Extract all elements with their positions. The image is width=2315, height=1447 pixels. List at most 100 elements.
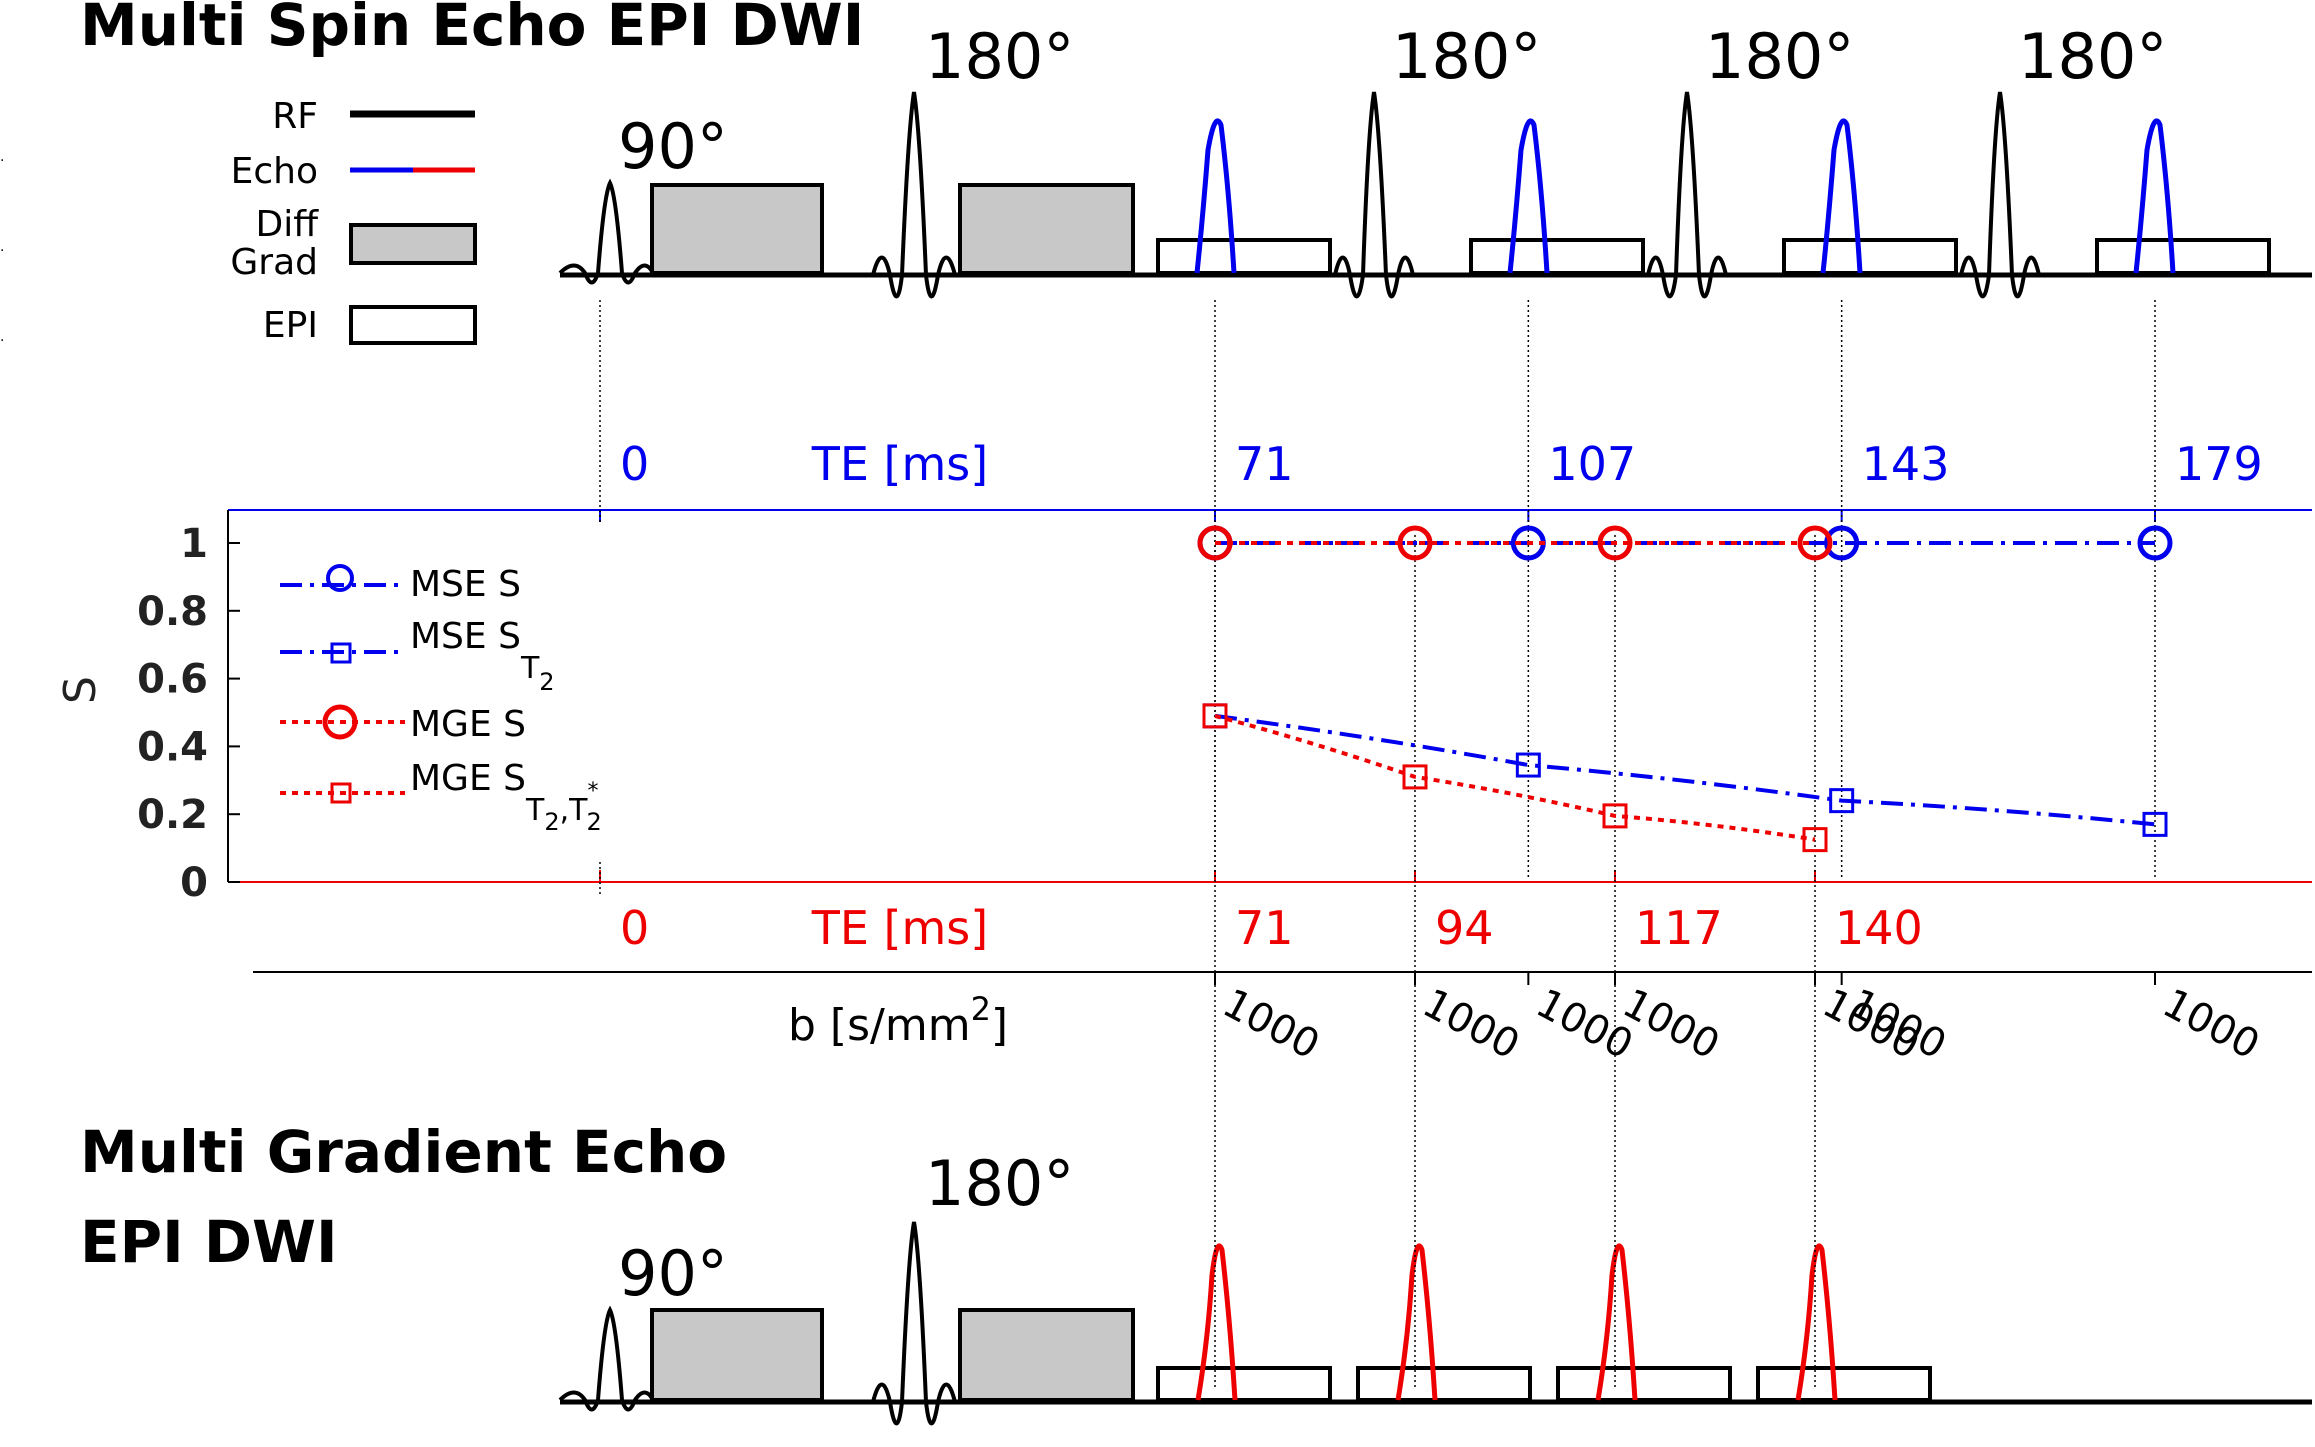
b-value-label: 1000: [2155, 980, 2266, 1068]
y-tick-label: 0.8: [137, 589, 208, 635]
mse-label-180-4: 180°: [2018, 20, 2167, 93]
mse-s-marker: [1824, 525, 1860, 561]
mge-s-marker: [1397, 525, 1433, 561]
mse-echo-2: [1507, 118, 1550, 274]
mge-st2-line: [1214, 713, 1816, 842]
y-tick-label: 0.4: [137, 724, 208, 770]
mge-label-180: 180°: [925, 1147, 1074, 1220]
mge-rf-180-pulse: [871, 1221, 957, 1426]
mge-te-tick-label: 94: [1435, 901, 1494, 955]
y-tick-label: 1: [180, 521, 208, 567]
mse-st2-marker: [1829, 788, 1855, 814]
mge-echo-4: [1795, 1243, 1838, 1401]
mse-sequence: 90° 180° 180° 180° 180°: [558, 20, 2312, 299]
mse-title: Multi Spin Echo EPI DWI: [80, 0, 864, 59]
series-legend: MSE S MSE ST2 MGE S MGE ST2,T* 2: [280, 564, 602, 836]
mge-title-line1: Multi Gradient Echo: [80, 1118, 727, 1186]
mse-st2-marker: [2142, 811, 2168, 837]
legend-mge-s-label: MGE S: [410, 704, 526, 745]
mse-label-180-1: 180°: [925, 20, 1074, 93]
b-value-label: 1000: [1215, 980, 1326, 1068]
mse-rf-90-pulse: [558, 178, 655, 285]
mse-epi-readout-4: [2095, 238, 2271, 275]
y-tick-label: 0: [180, 860, 208, 906]
mge-diff-gradient-2: [958, 1308, 1135, 1402]
mse-s-marker: [2137, 525, 2173, 561]
mse-epi-readout-1: [1156, 238, 1332, 275]
mse-te-tick-label: 107: [1548, 437, 1636, 491]
signal-chart: 0 0.2 0.4 0.6 0.8 1 S TE [ms] TE [ms] 0 71 107 1…: [55, 300, 2312, 1390]
mge-sequence: 90° 180°: [558, 1147, 2312, 1426]
mge-te-tick-label: 117: [1635, 901, 1723, 955]
mge-epi-readout-4: [1756, 1366, 1932, 1402]
legend-mse-st2-label: MSE ST2: [410, 616, 555, 696]
legend-mse-s-marker: [326, 564, 354, 592]
mse-te-tick-label: 0: [620, 437, 649, 491]
mge-echo-3: [1595, 1243, 1638, 1401]
legend-mse-s-label: MSE S: [410, 564, 521, 605]
legend-diff-swatch: [349, 223, 477, 265]
mge-te-tick-label: 140: [1835, 901, 1923, 955]
b-value-label: 1000: [1415, 980, 1526, 1068]
mge-rf-90-pulse: [558, 1305, 655, 1412]
legend-rf-label: RF: [272, 96, 318, 137]
mse-te-tick-label: 143: [1862, 437, 1950, 491]
mse-rf-180-pulse-1: [871, 91, 957, 299]
legend-mge-st2-marker: [330, 782, 352, 804]
svg-text:·: ·: [0, 153, 4, 169]
mge-title-line2: EPI DWI: [80, 1208, 338, 1276]
legend-epi-swatch: [349, 305, 477, 345]
legend-diff-label-2: Grad: [230, 242, 318, 283]
mse-rf-180-pulse-4: [1959, 91, 2041, 299]
mse-te-tick-label: 71: [1235, 437, 1294, 491]
mse-echo-4: [2133, 118, 2176, 274]
legend-diff-label-1: Diff: [255, 204, 319, 245]
mse-st2-marker: [1515, 752, 1541, 778]
mse-label-90: 90°: [618, 110, 728, 183]
y-tick-group: 0 0.2 0.4 0.6 0.8 1: [137, 521, 240, 906]
b-value-label: 1000: [1615, 980, 1726, 1068]
mge-st2-marker: [1202, 703, 1228, 729]
mge-s-marker: [1597, 525, 1633, 561]
mge-epi-readout-2: [1356, 1366, 1532, 1402]
mge-diff-gradient-1: [650, 1308, 824, 1402]
legend-mse-st2-marker: [330, 642, 352, 664]
sequence-legend: RF Echo Diff Grad EPI: [230, 96, 477, 346]
mge-s-marker: [1197, 525, 1233, 561]
mse-echo-3: [1820, 118, 1863, 274]
mge-te-tick-labels: 0 71 94 117 140: [599, 870, 1923, 955]
y-axis-label: S: [55, 676, 106, 704]
legend-echo-label: Echo: [231, 151, 318, 192]
timing-guide-lines: [599, 300, 2156, 1390]
mge-te-tick-label: 71: [1235, 901, 1294, 955]
b-axis-label: b [s/mm2]: [788, 990, 1008, 1051]
legend-mge-st2-label: MGE ST2,T* 2: [410, 758, 602, 836]
mge-echo-2: [1395, 1243, 1438, 1401]
legend-mge-s-marker: [322, 704, 358, 740]
mse-label-180-3: 180°: [1705, 20, 1854, 93]
legend-epi-label: EPI: [263, 305, 318, 346]
mge-epi-readout-1: [1156, 1366, 1332, 1402]
mse-diff-gradient-1: [650, 183, 824, 275]
svg-text:·: ·: [0, 243, 4, 259]
mse-st2-line: [1214, 713, 2156, 827]
mse-diff-gradient-2: [958, 183, 1135, 275]
mse-epi-readout-3: [1782, 238, 1958, 275]
mse-epi-readout-2: [1469, 238, 1645, 275]
mge-te-tick-label: 0: [620, 901, 649, 955]
mge-s-marker: [1797, 525, 1833, 561]
y-tick-label: 0.6: [137, 657, 208, 703]
svg-text:·: ·: [0, 333, 4, 349]
mse-label-180-2: 180°: [1392, 20, 1541, 93]
mse-rf-180-pulse-2: [1333, 91, 1415, 299]
mge-st2-marker: [1402, 764, 1428, 790]
mge-st2-marker: [1802, 827, 1828, 853]
mse-te-axis-label: TE [ms]: [811, 437, 988, 491]
mge-st2-marker: [1602, 803, 1628, 829]
mge-label-90: 90°: [618, 1237, 728, 1310]
mse-echo-1: [1194, 118, 1237, 274]
mse-rf-180-pulse-3: [1646, 91, 1728, 299]
mge-echo-1: [1195, 1243, 1238, 1401]
